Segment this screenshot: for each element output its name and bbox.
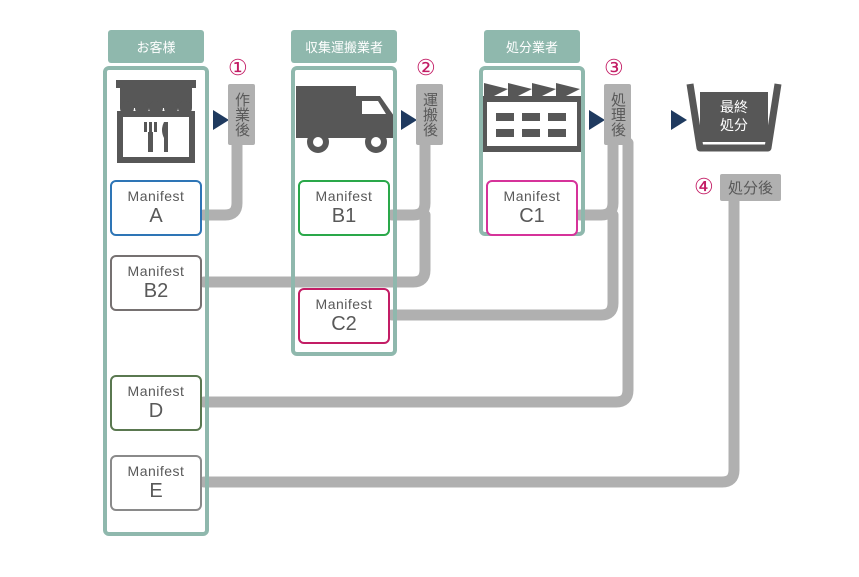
manifest-letter: B1	[300, 206, 388, 226]
manifest-A: Manifest A	[110, 180, 202, 236]
arrow-icon	[401, 110, 417, 130]
manifest-label: Manifest	[300, 296, 388, 312]
manifest-letter: C1	[488, 206, 576, 226]
final-label-line2: 処分	[720, 117, 748, 133]
manifest-label: Manifest	[112, 383, 200, 399]
manifest-C2: Manifest C2	[298, 288, 390, 344]
manifest-letter: C2	[300, 314, 388, 334]
flow-paths	[204, 143, 734, 482]
manifest-letter: D	[112, 401, 200, 421]
manifest-E: Manifest E	[110, 455, 202, 511]
manifest-C1: Manifest C1	[486, 180, 578, 236]
p4_E	[204, 195, 734, 482]
manifest-B1: Manifest B1	[298, 180, 390, 236]
manifest-label: Manifest	[112, 263, 200, 279]
stage-tag-4: 処分後	[720, 174, 781, 201]
header-transporter: 収集運搬業者	[291, 30, 397, 63]
final-disposal-label: 最終 処分	[704, 98, 764, 134]
manifest-label: Manifest	[300, 188, 388, 204]
arrow-icon	[671, 110, 687, 130]
stage-number-4: ④	[694, 174, 714, 200]
stage-number-2: ②	[416, 55, 436, 81]
manifest-label: Manifest	[488, 188, 576, 204]
manifest-label: Manifest	[112, 463, 200, 479]
header-customer: お客様	[108, 30, 204, 63]
stage-tag-2: 運搬後	[416, 84, 443, 145]
stage-number-1: ①	[228, 55, 248, 81]
stage-tag-3: 処理後	[604, 84, 631, 145]
manifest-letter: E	[112, 481, 200, 501]
manifest-label: Manifest	[112, 188, 200, 204]
arrow-icon	[589, 110, 605, 130]
manifest-B2: Manifest B2	[110, 255, 202, 311]
stage-tag-1: 作業後	[228, 84, 255, 145]
manifest-D: Manifest D	[110, 375, 202, 431]
final-label-line1: 最終	[720, 99, 748, 115]
manifest-letter: A	[112, 206, 200, 226]
manifest-letter: B2	[112, 281, 200, 301]
stage-number-3: ③	[604, 55, 624, 81]
arrow-icon	[213, 110, 229, 130]
header-disposer: 処分業者	[484, 30, 580, 63]
